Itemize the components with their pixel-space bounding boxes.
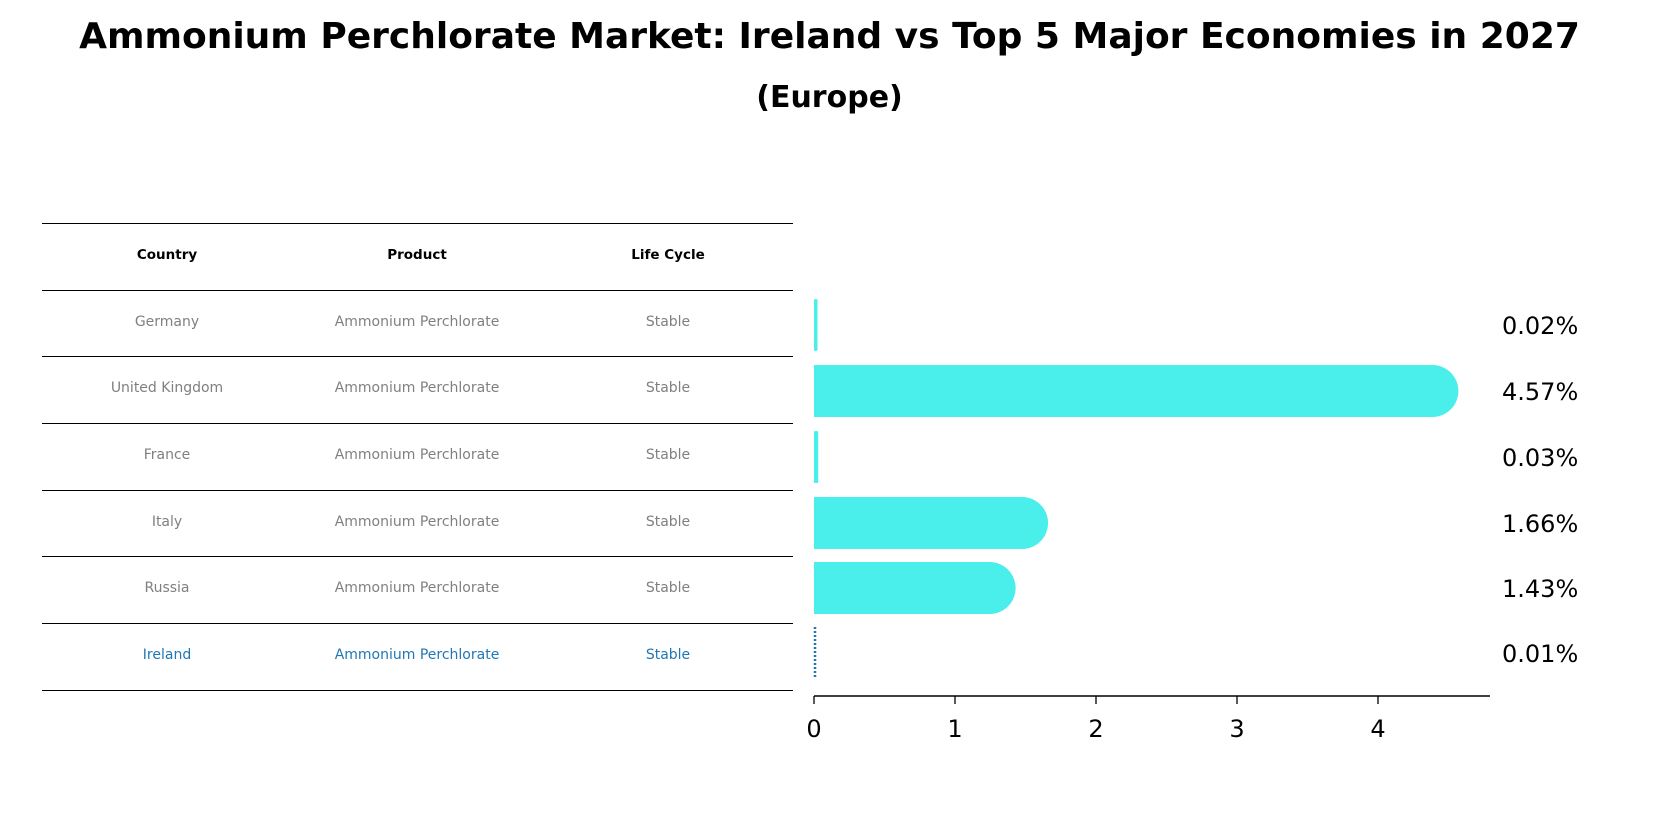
cell-life-cycle: Stable [645, 380, 691, 396]
table-rule [42, 356, 793, 357]
x-tick-label: 3 [1229, 715, 1244, 743]
cell-country: Russia [144, 580, 190, 596]
cell-life-cycle: Stable [645, 514, 691, 530]
cell-product: Ammonium Perchlorate [334, 314, 500, 330]
data-label: 1.43% [1502, 575, 1578, 603]
table-rule [42, 690, 793, 691]
cell-country: Italy [151, 514, 183, 530]
cell-country: France [143, 447, 191, 463]
cell-life-cycle: Stable [645, 580, 691, 596]
x-tick-label: 0 [806, 715, 821, 743]
x-tick-label: 1 [947, 715, 962, 743]
chart-title: Ammonium Perchlorate Market: Ireland vs … [79, 16, 1580, 57]
cell-life-cycle: Stable [645, 447, 691, 463]
bar-italy [814, 497, 1049, 549]
chart-subtitle: (Europe) [756, 80, 903, 115]
bar-russia [814, 562, 1016, 614]
x-tick-label: 2 [1088, 715, 1103, 743]
data-label: 0.03% [1502, 444, 1578, 472]
data-label: 0.02% [1502, 312, 1578, 340]
cell-life-cycle: Stable [645, 647, 691, 663]
cell-product: Ammonium Perchlorate [334, 380, 500, 396]
table-rule [42, 290, 793, 291]
cell-country: Germany [134, 314, 200, 330]
cell-product: Ammonium Perchlorate [334, 580, 500, 596]
data-label: 1.66% [1502, 510, 1578, 538]
header-life-cycle: Life Cycle [631, 247, 705, 263]
header-country: Country [136, 247, 198, 263]
x-tick-label: 4 [1370, 715, 1385, 743]
data-label: 4.57% [1502, 378, 1578, 406]
bar-germany [814, 299, 818, 351]
table-rule [42, 223, 793, 224]
cell-life-cycle: Stable [645, 314, 691, 330]
table-rule [42, 556, 793, 557]
cell-country: Ireland [142, 647, 192, 663]
cell-product: Ammonium Perchlorate [334, 514, 500, 530]
data-label: 0.01% [1502, 640, 1578, 668]
cell-country: United Kingdom [110, 380, 224, 396]
cell-product: Ammonium Perchlorate [334, 447, 500, 463]
table-rule [42, 423, 793, 424]
bar-france [814, 431, 819, 483]
table-rule [42, 490, 793, 491]
table-rule [42, 623, 793, 624]
cell-product: Ammonium Perchlorate [334, 647, 500, 663]
header-product: Product [387, 247, 447, 263]
bar-united-kingdom [814, 365, 1459, 417]
